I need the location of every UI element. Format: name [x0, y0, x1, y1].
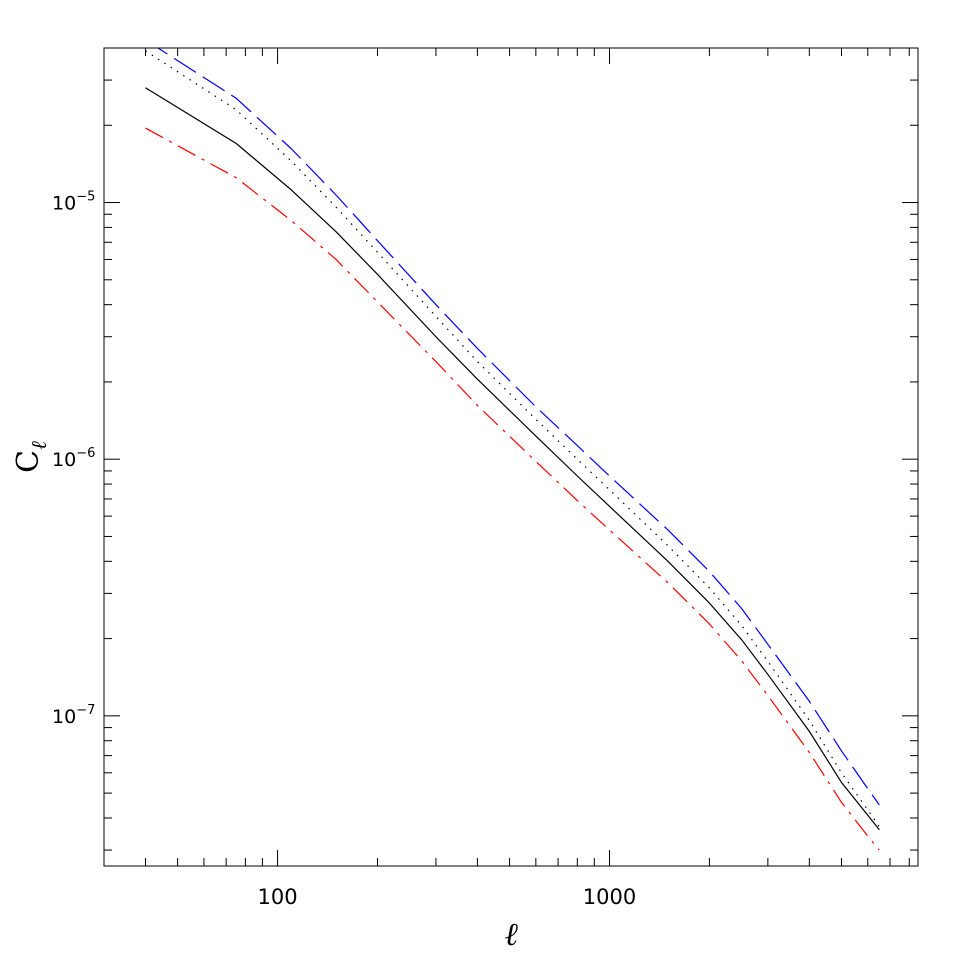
x-axis-title: ℓ [504, 915, 518, 953]
x-tick-label: 1000 [583, 885, 636, 909]
y-axis-title: Cℓ [11, 441, 51, 473]
y-tick-label: 10−7 [52, 703, 95, 728]
x-tick-label: 100 [258, 885, 298, 909]
axes-layer [103, 47, 919, 867]
series-layer [145, 48, 880, 851]
labels-layer: 100 1000 10−5 10−6 10−7 ℓ Cℓ [11, 190, 636, 953]
series-line-dash-dot [145, 127, 880, 851]
series-line-long-dash [156, 48, 880, 806]
plot-frame [103, 47, 919, 867]
y-tick-label: 10−6 [52, 446, 95, 471]
series-line-solid [145, 87, 880, 831]
y-tick-label: 10−5 [52, 190, 95, 215]
